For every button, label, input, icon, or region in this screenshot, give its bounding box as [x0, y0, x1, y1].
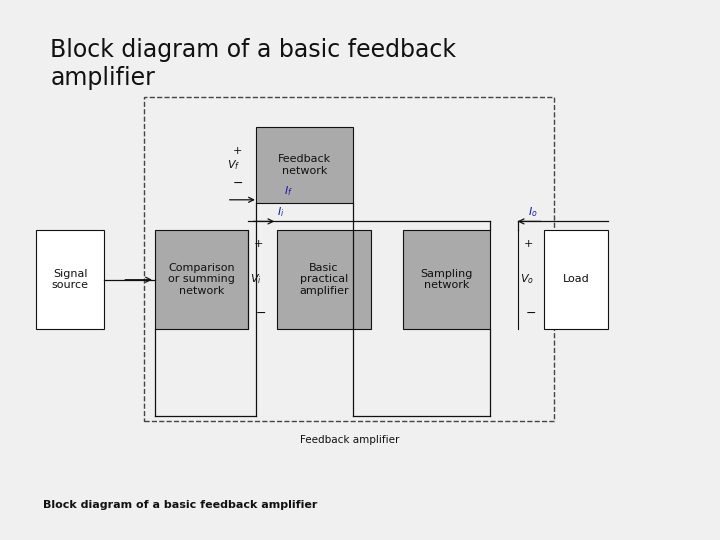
Text: $I_i$: $I_i$ [277, 205, 284, 219]
Bar [155, 230, 248, 329]
Bar [144, 97, 554, 421]
Bar [36, 230, 104, 329]
Text: Feedback
network: Feedback network [278, 154, 330, 176]
Text: Load: Load [562, 274, 590, 285]
Text: Block diagram of a basic feedback amplifier: Block diagram of a basic feedback amplif… [43, 500, 318, 510]
Text: −: − [256, 307, 266, 320]
Text: $I_o$: $I_o$ [528, 205, 538, 219]
Bar [544, 230, 608, 329]
Text: Comparison
or summing
network: Comparison or summing network [168, 263, 235, 296]
Text: Signal
source: Signal source [52, 268, 89, 291]
Text: −: − [233, 177, 243, 190]
Bar [256, 127, 353, 202]
Text: $I_f$: $I_f$ [284, 184, 292, 198]
Text: +: + [524, 239, 534, 249]
Bar [403, 230, 490, 329]
Text: Feedback amplifier: Feedback amplifier [300, 435, 399, 445]
Text: $V_i$: $V_i$ [250, 272, 261, 286]
Text: Basic
practical
amplifier: Basic practical amplifier [300, 263, 348, 296]
Bar [277, 230, 371, 329]
Text: $V_f$: $V_f$ [227, 158, 240, 172]
Text: +: + [233, 146, 242, 156]
Text: Sampling
network: Sampling network [420, 268, 472, 291]
Text: −: − [526, 307, 536, 320]
Text: $V_o$: $V_o$ [520, 272, 534, 286]
Text: Block diagram of a basic feedback
amplifier: Block diagram of a basic feedback amplif… [50, 38, 456, 90]
Text: +: + [254, 239, 264, 249]
